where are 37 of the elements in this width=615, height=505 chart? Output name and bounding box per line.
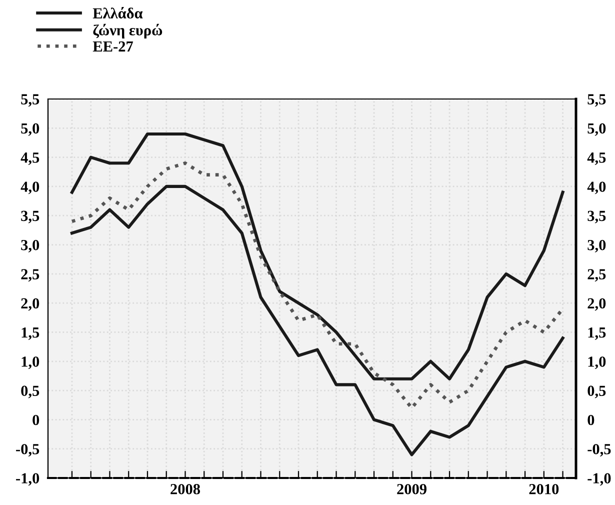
legend-label: ζώνη ευρώ — [93, 24, 162, 38]
y-tick-label: -0,5 — [16, 444, 40, 457]
y-tick-label: 5,0 — [21, 123, 40, 136]
y2-tick-label: 0,5 — [588, 386, 606, 398]
y-tick-label: 2,0 — [21, 298, 40, 311]
x-tick-label: 2010 — [529, 484, 559, 494]
line-series — [70, 132, 564, 380]
y2-tick-label: 5,5 — [588, 94, 606, 107]
y2-tick-label: 1,0 — [588, 356, 606, 370]
y2-tick-label: 1,5 — [588, 327, 606, 340]
y-tick-label: 1,5 — [22, 327, 40, 340]
x-tick-label: 2009 — [397, 484, 426, 494]
y2-tick-label: 3,5 — [588, 210, 606, 224]
y2-tick-label: -1,0 — [588, 473, 611, 486]
y2-tick-label: 0 — [588, 414, 594, 426]
y2-tick-label: 2,5 — [588, 269, 606, 282]
y-tick-label: 4,5 — [20, 152, 40, 165]
y2-tick-label: 5,0 — [588, 123, 606, 136]
legend-label: ΕΕ-27 — [92, 41, 134, 52]
legend-label: Ελλάδα — [92, 6, 143, 19]
line-series — [70, 161, 564, 410]
x-tick-label: 2008 — [170, 484, 200, 494]
y-tick-label: 0,5 — [21, 386, 40, 398]
y2-tick-label: 3,0 — [588, 240, 606, 252]
y2-tick-label: -0,5 — [588, 444, 611, 457]
y-tick-label: 2,5 — [21, 269, 40, 282]
y-tick-label: 5,5 — [21, 94, 40, 107]
y-tick-label: 0 — [32, 414, 40, 426]
y-tick-label: 4,0 — [20, 182, 40, 194]
y-tick-label: -1,0 — [16, 473, 40, 486]
y-tick-label: 3,5 — [21, 210, 40, 224]
y-tick-label: 3,0 — [21, 240, 40, 252]
y2-tick-label: 2,0 — [588, 298, 606, 311]
line-series — [70, 184, 564, 456]
y2-tick-label: 4,0 — [587, 182, 606, 194]
y2-tick-label: 4,5 — [587, 152, 606, 165]
y-tick-label: 1,0 — [22, 356, 40, 370]
